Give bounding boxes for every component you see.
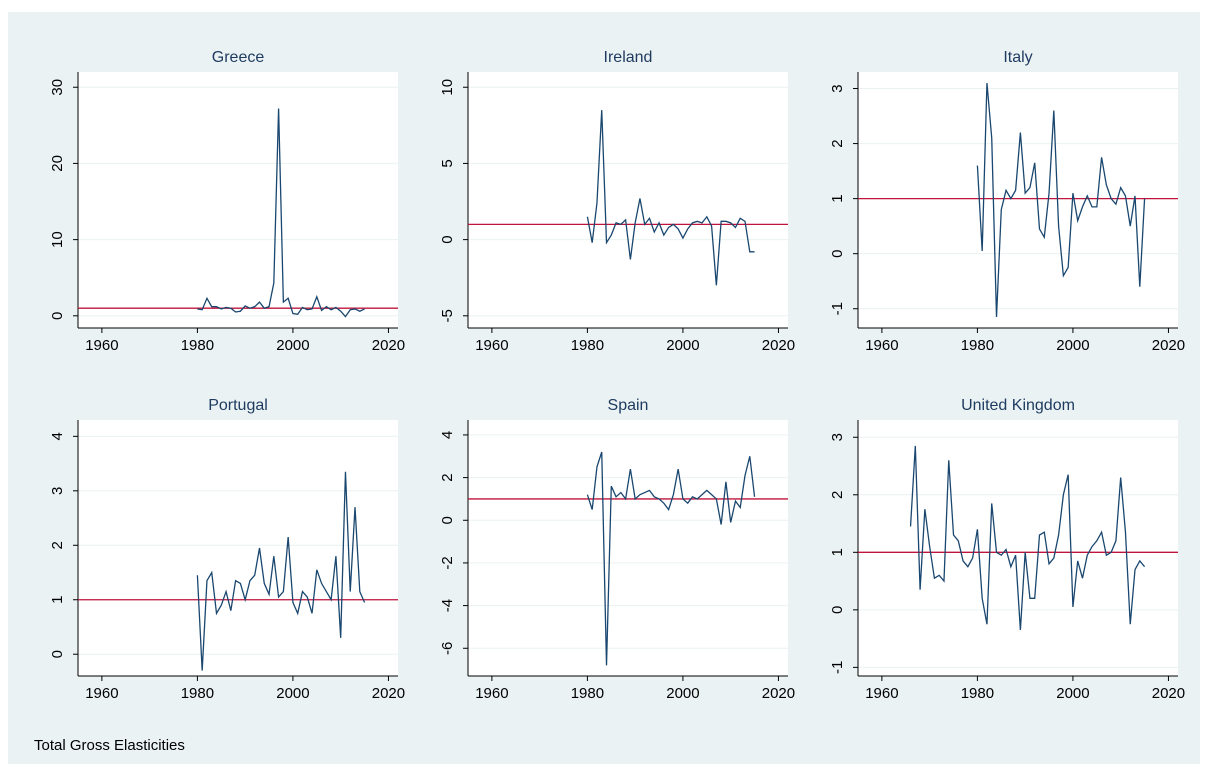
y-tick-label: -4	[439, 599, 456, 612]
plot-area	[858, 420, 1178, 676]
x-tick-label: 2000	[1056, 337, 1089, 354]
y-tick-label: 0	[49, 312, 66, 320]
panel-title: United Kingdom	[961, 397, 1075, 414]
panel-title: Greece	[212, 49, 265, 66]
x-tick-label: 1980	[181, 685, 214, 702]
y-tick-label: 2	[829, 491, 846, 499]
plot-area	[78, 420, 398, 676]
plot-area	[78, 72, 398, 328]
y-tick-label: 1	[829, 194, 846, 202]
y-tick-label: 20	[49, 155, 66, 172]
y-tick-label: 1	[829, 548, 846, 556]
y-tick-label: 1	[49, 596, 66, 604]
series-line	[196, 471, 366, 671]
y-tick-label: 10	[49, 231, 66, 248]
series-line	[586, 110, 755, 286]
x-tick-label: 2000	[276, 685, 309, 702]
y-tick-label: 2	[49, 541, 66, 549]
x-tick-label: 1980	[571, 337, 604, 354]
y-tick-label: -5	[439, 309, 456, 322]
y-tick-label: 10	[439, 79, 456, 96]
plot-area	[468, 72, 788, 328]
series-line	[976, 82, 1146, 318]
panel-title: Italy	[1003, 49, 1032, 66]
y-tick-label: -2	[439, 556, 456, 569]
panel-title: Spain	[608, 397, 649, 414]
y-tick-label: 30	[49, 79, 66, 96]
y-tick-label: 3	[49, 487, 66, 495]
x-tick-label: 2020	[762, 685, 795, 702]
y-tick-label: -1	[829, 302, 846, 315]
y-tick-label: 3	[829, 84, 846, 92]
series-line	[586, 451, 756, 666]
x-tick-label: 1960	[865, 685, 898, 702]
panel-title: Ireland	[604, 49, 653, 66]
y-tick-label: 4	[49, 432, 66, 440]
y-tick-label: 3	[829, 433, 846, 441]
plot-area	[468, 420, 788, 676]
y-tick-label: 0	[49, 650, 66, 658]
x-tick-label: 2000	[666, 337, 699, 354]
x-tick-label: 2020	[1152, 685, 1185, 702]
x-tick-label: 2020	[1152, 337, 1185, 354]
x-tick-label: 1960	[85, 685, 118, 702]
panel-title: Portugal	[208, 397, 268, 414]
x-tick-label: 1980	[181, 337, 214, 354]
x-tick-label: 2020	[372, 337, 405, 354]
x-tick-label: 1960	[475, 337, 508, 354]
x-tick-label: 1980	[571, 685, 604, 702]
y-tick-label: 4	[439, 431, 456, 439]
y-tick-label: 0	[829, 606, 846, 614]
y-tick-label: -6	[439, 642, 456, 655]
x-tick-label: 2020	[372, 685, 405, 702]
y-tick-label: 0	[829, 250, 846, 258]
x-tick-label: 1960	[865, 337, 898, 354]
y-tick-label: 0	[439, 516, 456, 524]
y-tick-label: 2	[439, 473, 456, 481]
y-tick-label: 5	[439, 159, 456, 167]
y-tick-label: 2	[829, 139, 846, 147]
x-tick-label: 2000	[666, 685, 699, 702]
series-line	[909, 445, 1146, 631]
x-tick-label: 2000	[276, 337, 309, 354]
x-tick-label: 1980	[961, 337, 994, 354]
series-line	[197, 108, 365, 318]
y-tick-label: -1	[829, 661, 846, 674]
plot-area	[858, 72, 1178, 328]
x-tick-label: 1960	[475, 685, 508, 702]
x-tick-label: 1980	[961, 685, 994, 702]
x-tick-label: 2000	[1056, 685, 1089, 702]
x-tick-label: 1960	[85, 337, 118, 354]
y-tick-label: 0	[439, 235, 456, 243]
note: Total Gross Elasticities	[34, 737, 185, 754]
x-tick-label: 2020	[762, 337, 795, 354]
